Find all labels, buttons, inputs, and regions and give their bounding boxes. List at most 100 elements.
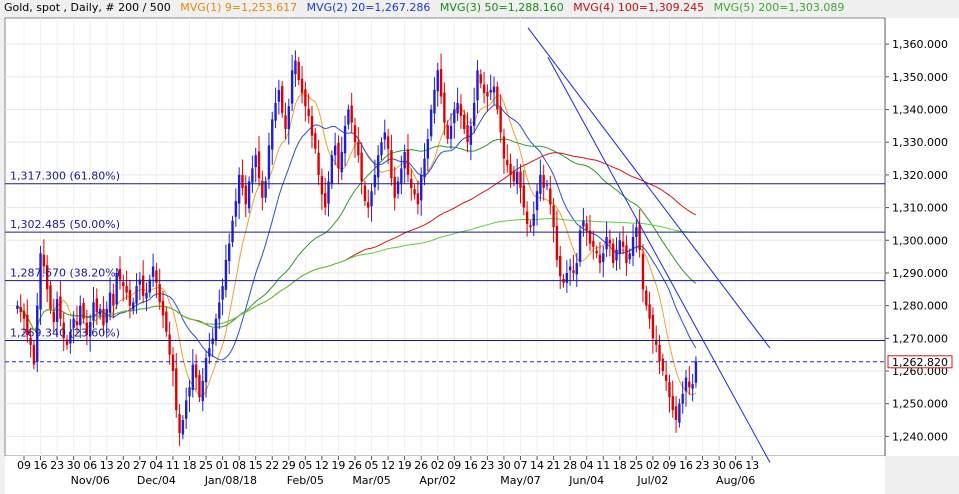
candle-body — [204, 357, 208, 383]
candle-body — [608, 239, 612, 244]
candle — [211, 328, 214, 357]
candle-body — [247, 181, 251, 209]
candle-body — [307, 108, 310, 117]
y-tick-label: 1,350.000 — [892, 71, 948, 84]
candle-body — [95, 298, 99, 313]
candle — [674, 396, 678, 433]
candle — [443, 82, 446, 136]
candle-body — [506, 159, 509, 166]
candle-body — [181, 420, 185, 435]
candle — [188, 379, 191, 412]
x-tick-label: 09 — [447, 459, 461, 472]
candle — [327, 171, 330, 217]
candle-body — [138, 279, 142, 285]
candle-body — [19, 306, 22, 313]
y-axis: 1,240.0001,250.0001,260.0001,270.0001,28… — [885, 38, 948, 443]
candle-body — [367, 202, 370, 208]
candle-body — [542, 174, 545, 188]
x-tick-label: 09 — [662, 459, 676, 472]
candle-body — [340, 152, 343, 173]
candle — [668, 374, 671, 413]
candle — [82, 298, 85, 324]
candle — [191, 349, 195, 398]
candle — [36, 292, 39, 372]
x-month-label: Jan/08/18 — [204, 474, 257, 487]
candle-body — [436, 70, 439, 92]
candle — [638, 209, 641, 258]
candle — [118, 256, 122, 290]
candle — [52, 298, 55, 333]
x-tick-label: 05 — [298, 459, 312, 472]
candle-body — [350, 105, 353, 123]
candle — [247, 176, 251, 214]
candle-body — [555, 225, 559, 260]
candle — [602, 245, 605, 278]
legend-mvg3: MVG(3) 50=1,288.160 — [440, 1, 564, 14]
x-tick-label: 01 — [216, 459, 230, 472]
x-tick-label: 06 — [83, 459, 97, 472]
candle-body — [231, 220, 234, 243]
x-tick-label: 23 — [50, 459, 64, 472]
candle-body — [178, 414, 181, 434]
candle — [664, 362, 668, 391]
candle-body — [29, 337, 32, 345]
candle-body — [529, 225, 532, 228]
candle-body — [234, 201, 238, 217]
candle — [651, 307, 655, 354]
candle-body — [661, 358, 665, 372]
candle-body — [433, 89, 436, 114]
candle-body — [224, 259, 228, 290]
legend-instrument: Gold, spot , Daily, # 200 / 500 — [4, 1, 171, 14]
candle — [271, 111, 274, 165]
candle-body — [112, 293, 115, 306]
x-tick-label: 25 — [629, 459, 643, 472]
candle-body — [466, 125, 469, 143]
mvg2-line — [17, 104, 697, 361]
candle — [141, 260, 145, 304]
candle — [506, 144, 509, 173]
candle-body — [383, 132, 386, 140]
candle — [317, 139, 320, 186]
x-tick-label: 19 — [331, 459, 345, 472]
candle-body — [420, 174, 423, 201]
candle-body — [274, 102, 277, 121]
candle-body — [416, 193, 420, 205]
candle — [307, 93, 310, 124]
candle-body — [674, 406, 678, 421]
x-tick-label: 26 — [414, 459, 428, 472]
candle — [588, 215, 592, 252]
candle — [370, 183, 373, 222]
y-tick-label: 1,330.000 — [892, 136, 948, 149]
x-tick-label: 02 — [431, 459, 445, 472]
candle-body — [55, 299, 59, 322]
candles — [16, 50, 698, 446]
candle-body — [688, 381, 691, 388]
candle — [92, 287, 95, 329]
x-tick-label: 13 — [100, 459, 114, 472]
candle — [393, 166, 396, 211]
candle-body — [343, 125, 347, 154]
candle-body — [125, 286, 128, 293]
candle-body — [486, 91, 489, 97]
candle-body — [615, 250, 618, 261]
candle — [194, 354, 198, 391]
candle-body — [267, 145, 271, 179]
candle-body — [641, 253, 645, 290]
candle-body — [244, 185, 247, 205]
x-tick-label: 06 — [729, 459, 743, 472]
candle — [466, 112, 469, 153]
trend-line-lower — [547, 56, 771, 463]
candle-body — [310, 116, 314, 136]
candle-body — [228, 243, 231, 262]
candle — [128, 279, 132, 319]
candle — [221, 278, 224, 316]
x-tick-label: 23 — [696, 459, 710, 472]
candle — [175, 353, 178, 418]
candle — [641, 243, 645, 303]
candle — [367, 189, 370, 218]
candle-body — [52, 311, 55, 322]
candle — [661, 353, 665, 376]
candle-body — [678, 403, 681, 423]
candle — [19, 294, 22, 323]
candle — [29, 327, 32, 358]
